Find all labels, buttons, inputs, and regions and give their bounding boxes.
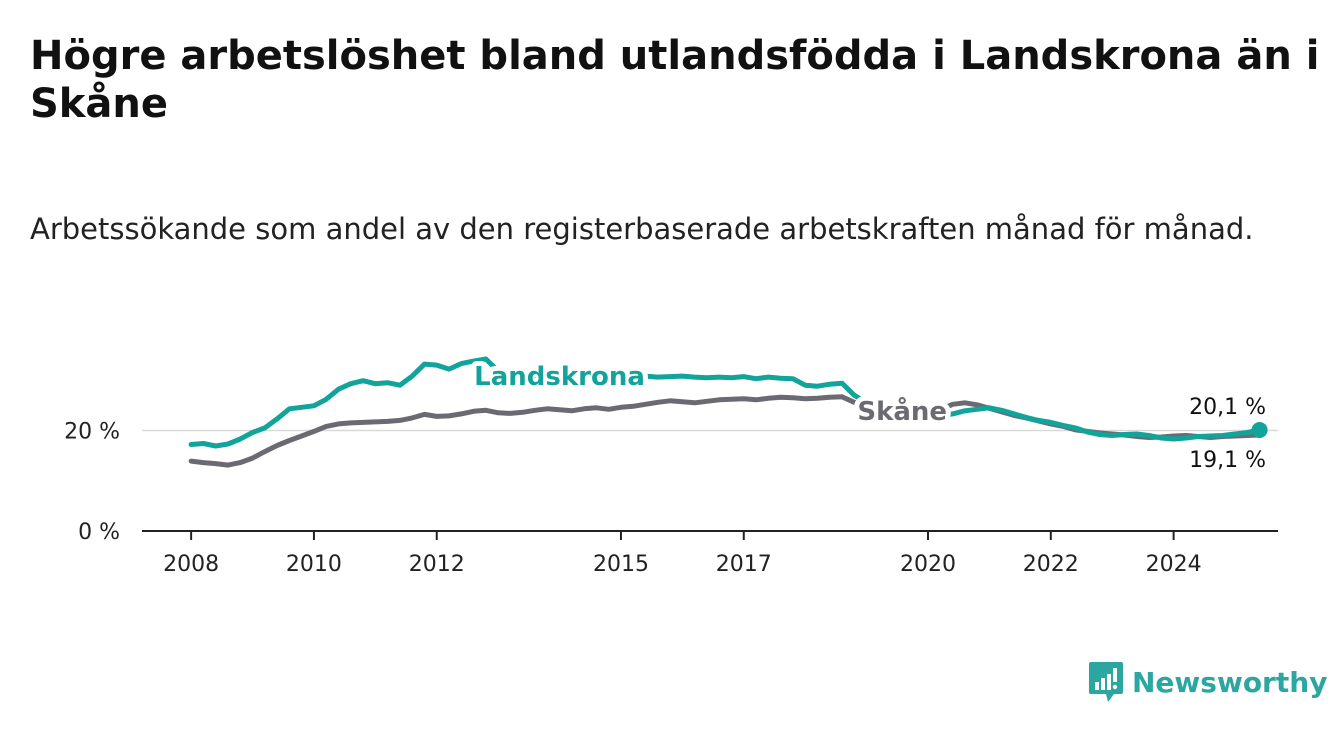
x-tick-label: 2017: [716, 552, 772, 577]
newsworthy-logo: Newsworthy: [1088, 660, 1327, 704]
line-chart: 2008 2010 2012 2015 2017 2020 2022 2024 0 % 20 %…: [64, 356, 1278, 577]
x-tick-label: 2020: [900, 552, 956, 577]
series-label-landskrona: Landskrona: [474, 362, 645, 392]
brand-name: Newsworthy: [1132, 665, 1328, 699]
x-tick-label: 2024: [1146, 552, 1202, 577]
end-label-skane: 19,1 %: [1189, 448, 1266, 473]
y-tick-label: 0 %: [78, 520, 120, 545]
x-tick-label: 2010: [286, 552, 342, 577]
y-tick-label: 20 %: [64, 419, 120, 444]
chart-title: Högre arbetslöshet bland utlandsfödda i …: [30, 33, 1320, 127]
chart-subtitle: Arbetssökande som andel av den registerb…: [30, 212, 1254, 246]
series-labels: Landskrona Skåne 20,1 % 19,1 %: [469, 357, 1266, 473]
x-tick-label: 2012: [409, 552, 465, 577]
bar-chart-logo-icon: [1089, 662, 1123, 702]
series-label-skane: Skåne: [857, 395, 947, 427]
series-line-landskrona: [188, 356, 1263, 449]
x-axis: 2008 2010 2012 2015 2017 2020 2022 2024: [142, 530, 1278, 577]
x-tick-label: 2022: [1023, 552, 1079, 577]
x-tick-label: 2008: [163, 552, 219, 577]
end-label-landskrona: 20,1 %: [1189, 395, 1266, 420]
end-point-landskrona: [1251, 421, 1268, 438]
x-tick-label: 2015: [593, 552, 649, 577]
series-layer: [188, 356, 1268, 468]
y-axis: 0 % 20 %: [64, 419, 120, 545]
